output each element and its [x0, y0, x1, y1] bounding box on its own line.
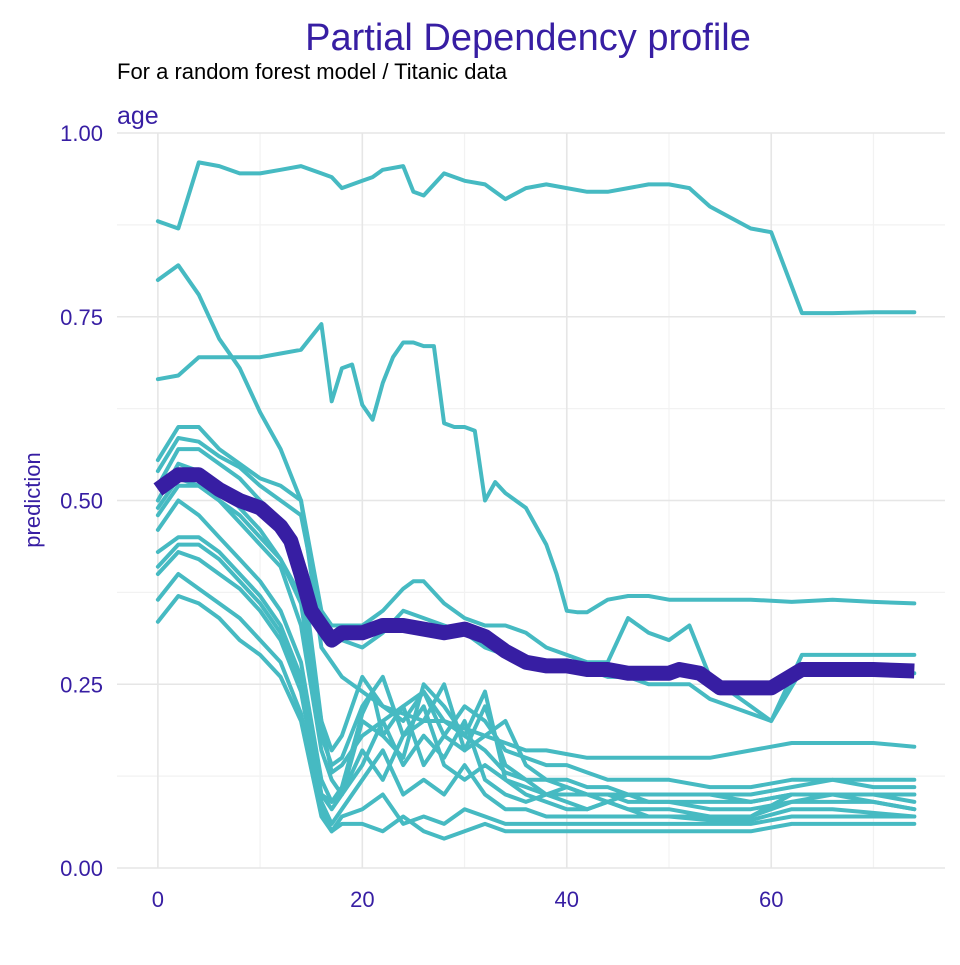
y-tick-label: 0.25	[60, 672, 103, 697]
y-tick-label: 1.00	[60, 121, 103, 146]
profile-line	[155, 263, 917, 760]
profile-line	[155, 483, 917, 819]
chart-subtitle: For a random forest model / Titanic data	[117, 59, 508, 84]
y-tick-label: 0.00	[60, 856, 103, 881]
x-axis-ticks: 0 20 40 60	[152, 887, 784, 912]
profile-line	[155, 476, 917, 804]
x-tick-label: 0	[152, 887, 164, 912]
profile-line	[155, 594, 917, 841]
y-tick-label: 0.75	[60, 305, 103, 330]
average-profile-line	[153, 467, 915, 696]
profile-line	[155, 322, 917, 615]
x-tick-label: 60	[759, 887, 783, 912]
profile-line	[155, 542, 917, 804]
x-tick-label: 20	[350, 887, 374, 912]
profile-line	[155, 572, 917, 834]
y-axis-ticks: 0.00 0.25 0.50 0.75 1.00	[60, 121, 103, 881]
profile-line	[155, 550, 917, 826]
y-axis-label: prediction	[20, 452, 45, 547]
chart-title: Partial Dependency profile	[305, 17, 751, 59]
panel-label: age	[117, 102, 159, 130]
average-profile	[153, 467, 915, 696]
profile-line	[155, 160, 917, 316]
y-tick-label: 0.50	[60, 489, 103, 514]
x-tick-label: 40	[555, 887, 579, 912]
